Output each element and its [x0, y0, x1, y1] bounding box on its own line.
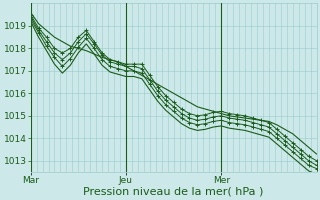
X-axis label: Pression niveau de la mer( hPa ): Pression niveau de la mer( hPa ) [84, 187, 264, 197]
